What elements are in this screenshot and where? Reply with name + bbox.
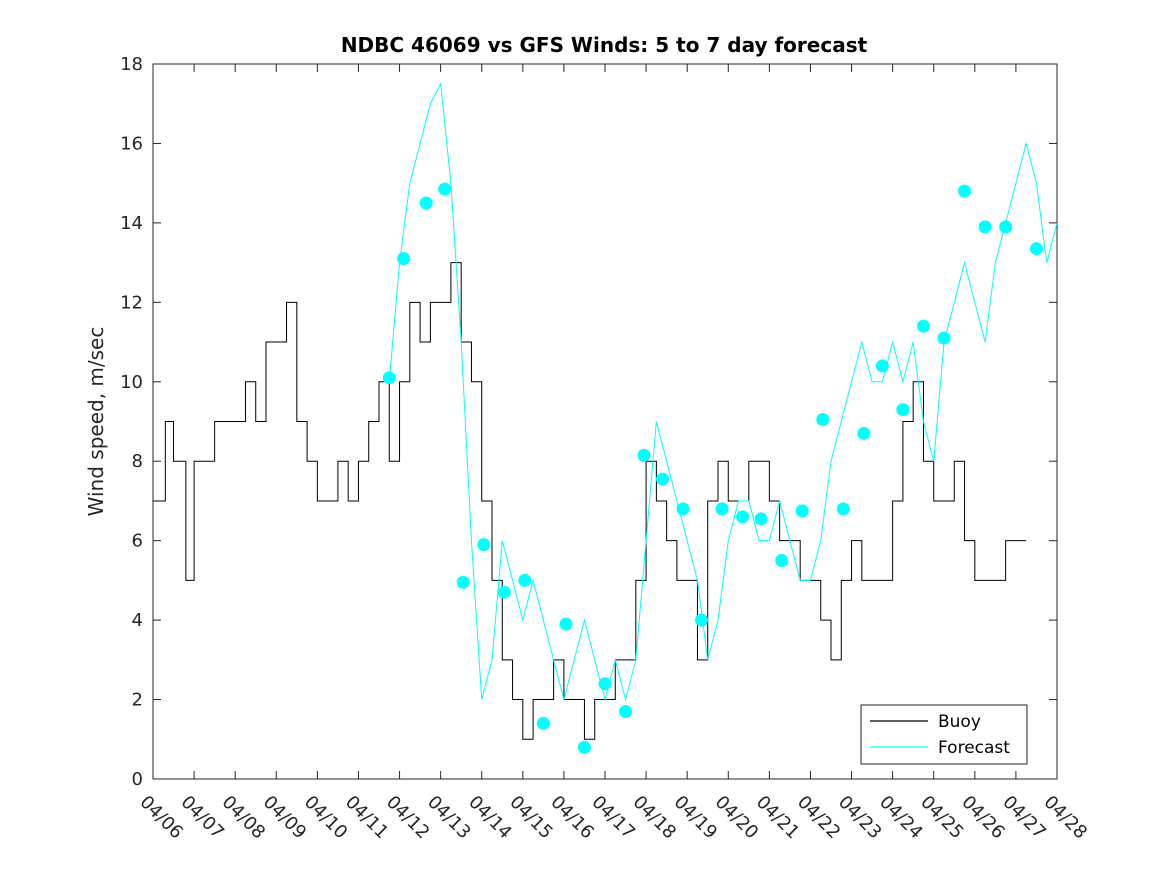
forecast-marker [577, 740, 591, 754]
series-layer [153, 82, 1058, 754]
forecast-marker [598, 677, 612, 691]
y-tick-label: 14 [120, 213, 143, 234]
forecast-marker [397, 252, 411, 266]
series-buoy-line [153, 262, 1027, 740]
forecast-marker [978, 220, 992, 234]
y-tick-label: 6 [132, 531, 143, 552]
plot-area [152, 63, 1058, 780]
forecast-marker [382, 371, 396, 385]
forecast-marker [456, 575, 470, 589]
forecast-marker [695, 613, 709, 627]
forecast-marker [736, 510, 750, 524]
forecast-marker [999, 220, 1013, 234]
forecast-marker [619, 704, 633, 718]
y-tick-label: 8 [132, 451, 143, 472]
forecast-marker [656, 472, 670, 486]
legend: Buoy Forecast [860, 704, 1028, 765]
forecast-marker [497, 585, 511, 599]
forecast-marker [676, 502, 690, 516]
forecast-marker [958, 184, 972, 198]
forecast-marker [438, 182, 452, 196]
forecast-marker [715, 502, 729, 516]
forecast-marker [836, 502, 850, 516]
forecast-marker [857, 426, 871, 440]
y-tick-label: 10 [120, 372, 143, 393]
forecast-marker [816, 413, 830, 427]
forecast-marker [518, 573, 532, 587]
forecast-marker [559, 617, 573, 631]
y-tick-label: 12 [120, 292, 143, 313]
legend-box [860, 704, 1028, 765]
forecast-marker [937, 331, 951, 345]
forecast-marker [637, 448, 651, 462]
forecast-marker [795, 504, 809, 518]
chart-title: NDBC 46069 vs GFS Winds: 5 to 7 day fore… [341, 33, 868, 57]
legend-label-buoy: Buoy [938, 712, 981, 732]
forecast-marker [1029, 242, 1043, 256]
forecast-marker [875, 359, 889, 373]
forecast-marker [775, 554, 789, 568]
forecast-marker [536, 716, 550, 730]
y-tick-label: 18 [120, 54, 143, 75]
y-tick-label: 0 [132, 769, 143, 790]
legend-label-forecast: Forecast [938, 738, 1010, 758]
forecast-marker [896, 403, 910, 417]
y-tick-label: 2 [132, 690, 143, 711]
forecast-marker [916, 319, 930, 333]
forecast-marker [754, 512, 768, 526]
forecast-marker [419, 196, 433, 210]
forecast-marker [477, 538, 491, 552]
y-tick-label: 16 [120, 133, 143, 154]
y-axis-label: Wind speed, m/sec [84, 327, 108, 517]
y-tick-label: 4 [132, 610, 143, 631]
